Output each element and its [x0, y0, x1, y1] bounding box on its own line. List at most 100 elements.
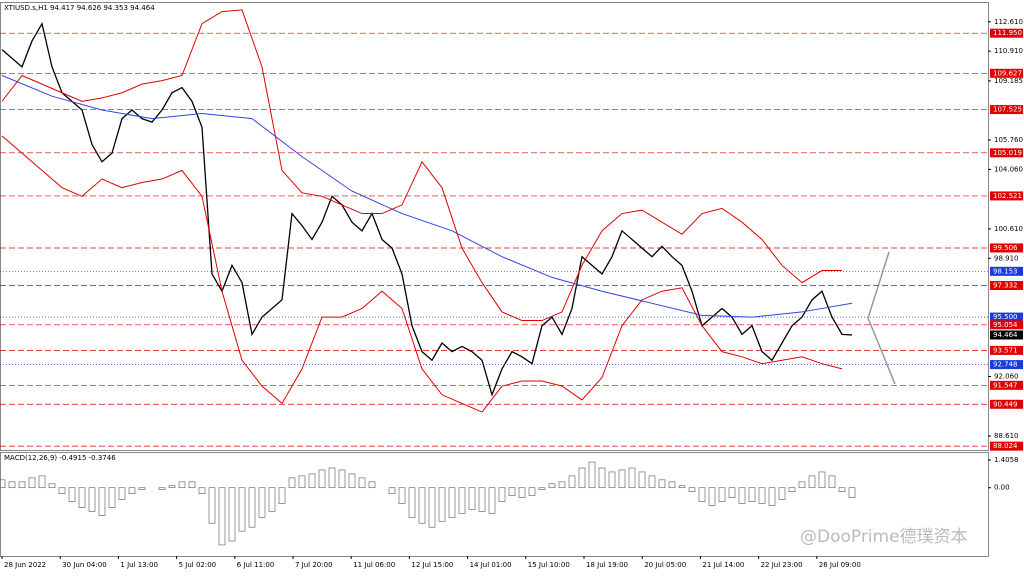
y-tick-label: 1.4058 — [994, 456, 1019, 464]
bar — [318, 469, 326, 489]
bar — [658, 479, 666, 489]
bar — [798, 481, 806, 489]
bar — [138, 487, 146, 491]
y-tick-label: 100.610 — [994, 225, 1023, 233]
chart-title: XTIUSD.s,H1 94.417 94.626 94.353 94.464 — [4, 4, 155, 12]
level-label-box — [990, 148, 1023, 158]
bar — [568, 475, 576, 489]
level-label-box — [990, 191, 1023, 201]
bar — [718, 487, 726, 502]
level-label: 102.521 — [993, 192, 1022, 200]
bar — [708, 487, 716, 506]
y-tick-label: 92.060 — [994, 372, 1019, 380]
x-tick-label: 7 Jul 20:00 — [295, 561, 333, 569]
bar — [98, 487, 106, 516]
bar — [298, 475, 306, 489]
bar — [328, 467, 336, 489]
x-tick-label: 18 Jul 19:00 — [586, 561, 628, 569]
x-tick-label: 26 Jul 09:00 — [819, 561, 861, 569]
bar — [588, 461, 596, 489]
y-tick-label: 110.910 — [994, 47, 1023, 55]
bar — [608, 471, 616, 489]
bar — [458, 487, 466, 514]
level-label: 91.547 — [993, 381, 1018, 389]
bar — [438, 487, 446, 522]
bar — [398, 487, 406, 504]
bar — [208, 487, 216, 524]
bar — [228, 487, 236, 542]
x-tick-label: 14 Jul 01:00 — [470, 561, 512, 569]
bar — [408, 487, 416, 518]
bar — [758, 487, 766, 504]
bar — [538, 487, 546, 491]
level-label: 98.153 — [993, 267, 1018, 275]
level-label: 95.500 — [993, 313, 1018, 321]
level-label: 105.019 — [993, 149, 1022, 157]
bar — [188, 481, 196, 489]
x-tick-label: 22 Jul 23:00 — [761, 561, 803, 569]
bar — [388, 487, 396, 494]
level-label: 111.950 — [993, 29, 1022, 37]
level-label: 93.571 — [993, 346, 1018, 354]
bar — [818, 471, 826, 489]
x-tick-label: 28 Jun 2022 — [4, 561, 46, 569]
main-frame — [0, 2, 989, 451]
level-label-box — [990, 399, 1023, 409]
bar — [748, 487, 756, 502]
bar — [548, 483, 556, 489]
x-tick-label: 30 Jun 04:00 — [62, 561, 106, 569]
level-label-box — [990, 441, 1023, 451]
bar — [508, 487, 516, 496]
bar — [848, 487, 856, 498]
level-label: 95.054 — [993, 321, 1018, 329]
series-line — [1, 9, 842, 322]
bar — [8, 481, 16, 489]
bar — [528, 487, 536, 496]
bar — [638, 471, 646, 489]
bar — [218, 487, 226, 546]
bar — [778, 487, 786, 500]
bar — [478, 487, 486, 512]
arrow — [867, 251, 890, 319]
bar — [558, 481, 566, 489]
y-tick-label: 98.910 — [994, 254, 1019, 262]
bar — [248, 487, 256, 528]
level-label-box — [990, 312, 1023, 322]
bar — [618, 469, 626, 489]
bar — [678, 485, 686, 489]
x-tick-label: 15 Jul 10:00 — [528, 561, 570, 569]
watermark: @DooPrime德璞资本 — [800, 527, 968, 547]
bar — [688, 487, 696, 492]
bar — [598, 467, 606, 489]
bar — [768, 487, 776, 506]
macd-title: MACD(12,26,9) -0.4915 -0.3746 — [4, 454, 116, 462]
level-label-box — [990, 105, 1023, 115]
bar — [418, 487, 426, 524]
y-tick-label: 0.00 — [994, 484, 1010, 492]
y-tick-label: 88.610 — [994, 432, 1019, 440]
bar — [198, 487, 206, 494]
bar — [308, 473, 316, 489]
bar — [468, 487, 476, 510]
y-tick-label: 104.060 — [994, 165, 1023, 173]
bar — [448, 487, 456, 518]
bar — [578, 467, 586, 489]
level-label: 109.627 — [993, 69, 1022, 77]
bar — [0, 479, 6, 489]
series-line — [1, 75, 853, 318]
macd-frame — [0, 452, 989, 557]
bar — [838, 487, 846, 492]
bar — [628, 467, 636, 489]
bar — [88, 487, 96, 512]
bar — [48, 483, 56, 489]
bar — [68, 487, 76, 502]
bar — [518, 487, 526, 498]
x-tick-label: 20 Jul 05:00 — [644, 561, 686, 569]
bar — [368, 481, 376, 489]
x-tick-label: 5 Jul 02:00 — [179, 561, 217, 569]
bar — [178, 481, 186, 489]
bar — [358, 477, 366, 489]
